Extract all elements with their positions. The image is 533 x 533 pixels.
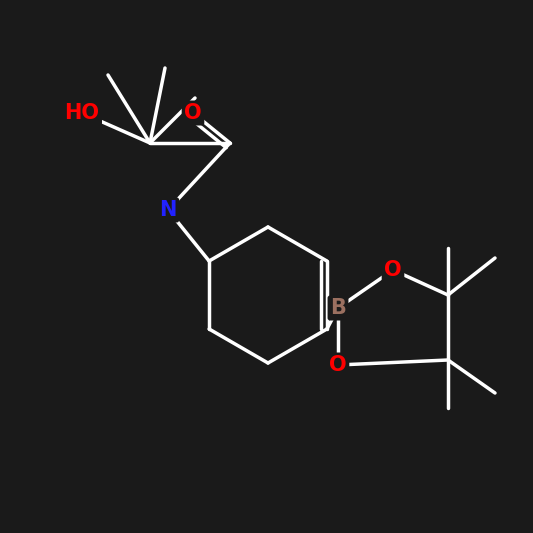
Text: O: O: [184, 103, 202, 123]
Text: B: B: [330, 298, 346, 318]
Text: HO: HO: [64, 103, 100, 123]
Text: N: N: [159, 200, 176, 220]
Text: O: O: [329, 355, 347, 375]
Text: O: O: [384, 260, 402, 280]
